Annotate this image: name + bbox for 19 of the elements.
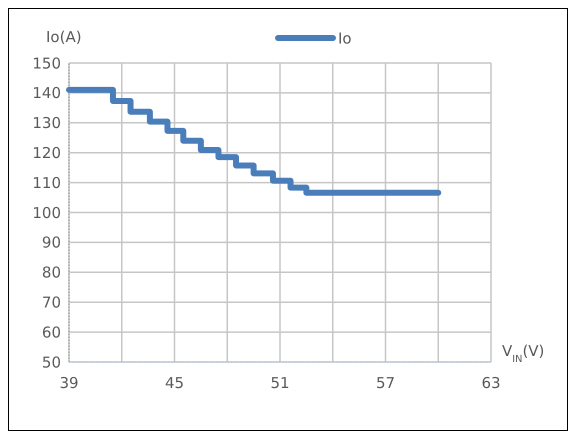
y-tick-label: 120 bbox=[32, 144, 61, 162]
x-axis-title: V$_{IN}$(V) bbox=[502, 342, 544, 364]
y-tick-label: 150 bbox=[32, 54, 61, 72]
y-tick-label: 60 bbox=[42, 323, 61, 342]
y-tick-label: 100 bbox=[32, 204, 61, 222]
y-tick-label: 140 bbox=[32, 84, 61, 102]
y-tick-label: 130 bbox=[32, 114, 61, 132]
x-tick-label: 57 bbox=[376, 374, 396, 392]
y-tick-label: 110 bbox=[32, 174, 61, 192]
x-tick-label: 51 bbox=[270, 374, 290, 392]
y-tick-label: 70 bbox=[42, 293, 61, 312]
y-tick-label: 90 bbox=[42, 234, 61, 252]
y-tick-label: 80 bbox=[42, 264, 61, 282]
x-tick-label: 39 bbox=[59, 374, 79, 392]
x-tick-label: 63 bbox=[481, 374, 501, 392]
x-tick-label: 45 bbox=[164, 374, 184, 392]
y-tick-label: 50 bbox=[42, 353, 61, 372]
legend-label: Io bbox=[338, 29, 352, 48]
y-axis-title: Io(A) bbox=[46, 28, 82, 46]
